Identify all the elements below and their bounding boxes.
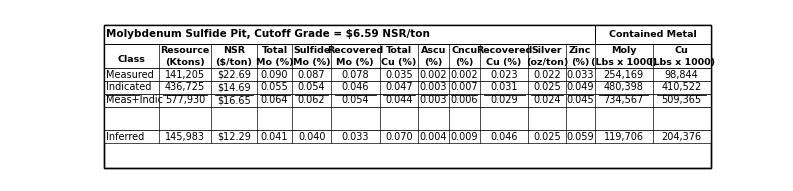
Text: Zinc: Zinc: [569, 46, 592, 55]
Text: 119,706: 119,706: [603, 132, 644, 142]
Text: Moly: Moly: [611, 46, 637, 55]
Bar: [104, 44, 711, 68]
Text: 0.054: 0.054: [342, 95, 369, 105]
Text: 0.031: 0.031: [490, 83, 518, 92]
Text: 0.025: 0.025: [533, 83, 561, 92]
Text: Molybdenum Sulfide Pit, Cutoff Grade = $6.59 NSR/ton: Molybdenum Sulfide Pit, Cutoff Grade = $…: [106, 29, 431, 40]
Text: 0.009: 0.009: [450, 132, 478, 142]
Text: Sulfide: Sulfide: [293, 46, 330, 55]
Text: Recovered: Recovered: [476, 46, 532, 55]
Text: 204,376: 204,376: [661, 132, 702, 142]
Bar: [595, 25, 711, 44]
Text: 0.062: 0.062: [298, 95, 325, 105]
Text: 141,205: 141,205: [165, 70, 205, 80]
Text: 0.059: 0.059: [566, 132, 594, 142]
Text: (oz/ton): (oz/ton): [526, 57, 569, 66]
Text: Recovered: Recovered: [328, 46, 383, 55]
Text: 0.041: 0.041: [261, 132, 289, 142]
Text: 0.078: 0.078: [342, 70, 369, 80]
Text: Total: Total: [262, 46, 288, 55]
Text: Mo (%): Mo (%): [336, 57, 374, 66]
Text: 0.045: 0.045: [566, 95, 594, 105]
Text: 0.064: 0.064: [261, 95, 289, 105]
Text: 0.007: 0.007: [450, 83, 478, 92]
Text: 0.054: 0.054: [298, 83, 325, 92]
Text: 98,844: 98,844: [665, 70, 699, 80]
Text: $12.29: $12.29: [217, 132, 251, 142]
Text: $14.69: $14.69: [217, 83, 251, 92]
Text: 436,725: 436,725: [165, 83, 205, 92]
Bar: [104, 68, 711, 81]
Text: Cu: Cu: [675, 46, 688, 55]
Text: 0.023: 0.023: [490, 70, 518, 80]
Text: (Lbs x 1000): (Lbs x 1000): [591, 57, 657, 66]
Text: 0.003: 0.003: [419, 83, 447, 92]
Text: 0.046: 0.046: [490, 132, 518, 142]
Text: Ascu: Ascu: [421, 46, 446, 55]
Text: (%): (%): [571, 57, 589, 66]
Bar: [104, 25, 595, 44]
Text: Total: Total: [385, 46, 412, 55]
Text: Cu (%): Cu (%): [381, 57, 416, 66]
Text: Indicated: Indicated: [106, 83, 152, 92]
Text: 145,983: 145,983: [165, 132, 205, 142]
Text: 577,930: 577,930: [165, 95, 205, 105]
Text: Inferred: Inferred: [106, 132, 145, 142]
Text: 0.029: 0.029: [490, 95, 518, 105]
Text: ($/ton): ($/ton): [216, 57, 253, 66]
Text: NSR: NSR: [223, 46, 245, 55]
Text: 0.087: 0.087: [298, 70, 325, 80]
Text: Contained Metal: Contained Metal: [609, 30, 696, 39]
Bar: [104, 107, 711, 130]
Text: 480,398: 480,398: [603, 83, 644, 92]
Text: Measured: Measured: [106, 70, 155, 80]
Text: $16.65: $16.65: [217, 95, 251, 105]
Text: 0.024: 0.024: [533, 95, 561, 105]
Text: 0.025: 0.025: [533, 132, 561, 142]
Text: (Ktons): (Ktons): [165, 57, 205, 66]
Text: 0.022: 0.022: [533, 70, 561, 80]
Text: 734,567: 734,567: [603, 95, 644, 105]
Text: 0.070: 0.070: [385, 132, 412, 142]
Text: Silver: Silver: [531, 46, 562, 55]
Text: Mo (%): Mo (%): [256, 57, 293, 66]
Text: (Lbs x 1000): (Lbs x 1000): [649, 57, 714, 66]
Text: 0.004: 0.004: [419, 132, 447, 142]
Text: (%): (%): [455, 57, 473, 66]
Text: 0.006: 0.006: [450, 95, 478, 105]
Text: 0.090: 0.090: [261, 70, 289, 80]
Text: 254,169: 254,169: [603, 70, 644, 80]
Text: 0.002: 0.002: [450, 70, 478, 80]
Bar: [104, 81, 711, 94]
Text: 0.002: 0.002: [419, 70, 447, 80]
Text: 0.044: 0.044: [385, 95, 412, 105]
Text: 0.047: 0.047: [385, 83, 412, 92]
Text: 0.040: 0.040: [298, 132, 325, 142]
Text: 410,522: 410,522: [661, 83, 702, 92]
Text: 0.046: 0.046: [342, 83, 369, 92]
Text: Meas+Indic: Meas+Indic: [106, 95, 163, 105]
Text: Resource: Resource: [160, 46, 209, 55]
Text: 0.049: 0.049: [566, 83, 594, 92]
Bar: [104, 94, 711, 107]
Text: 0.033: 0.033: [342, 132, 369, 142]
Text: Cu (%): Cu (%): [486, 57, 522, 66]
Text: (%): (%): [424, 57, 442, 66]
Text: 509,365: 509,365: [661, 95, 702, 105]
Text: 0.035: 0.035: [385, 70, 412, 80]
Text: 0.055: 0.055: [261, 83, 289, 92]
Text: Mo (%): Mo (%): [293, 57, 331, 66]
Text: $22.69: $22.69: [217, 70, 251, 80]
Text: 0.033: 0.033: [566, 70, 594, 80]
Text: Class: Class: [117, 55, 145, 64]
Bar: [104, 130, 711, 143]
Text: Cncu: Cncu: [451, 46, 477, 55]
Text: 0.003: 0.003: [419, 95, 447, 105]
